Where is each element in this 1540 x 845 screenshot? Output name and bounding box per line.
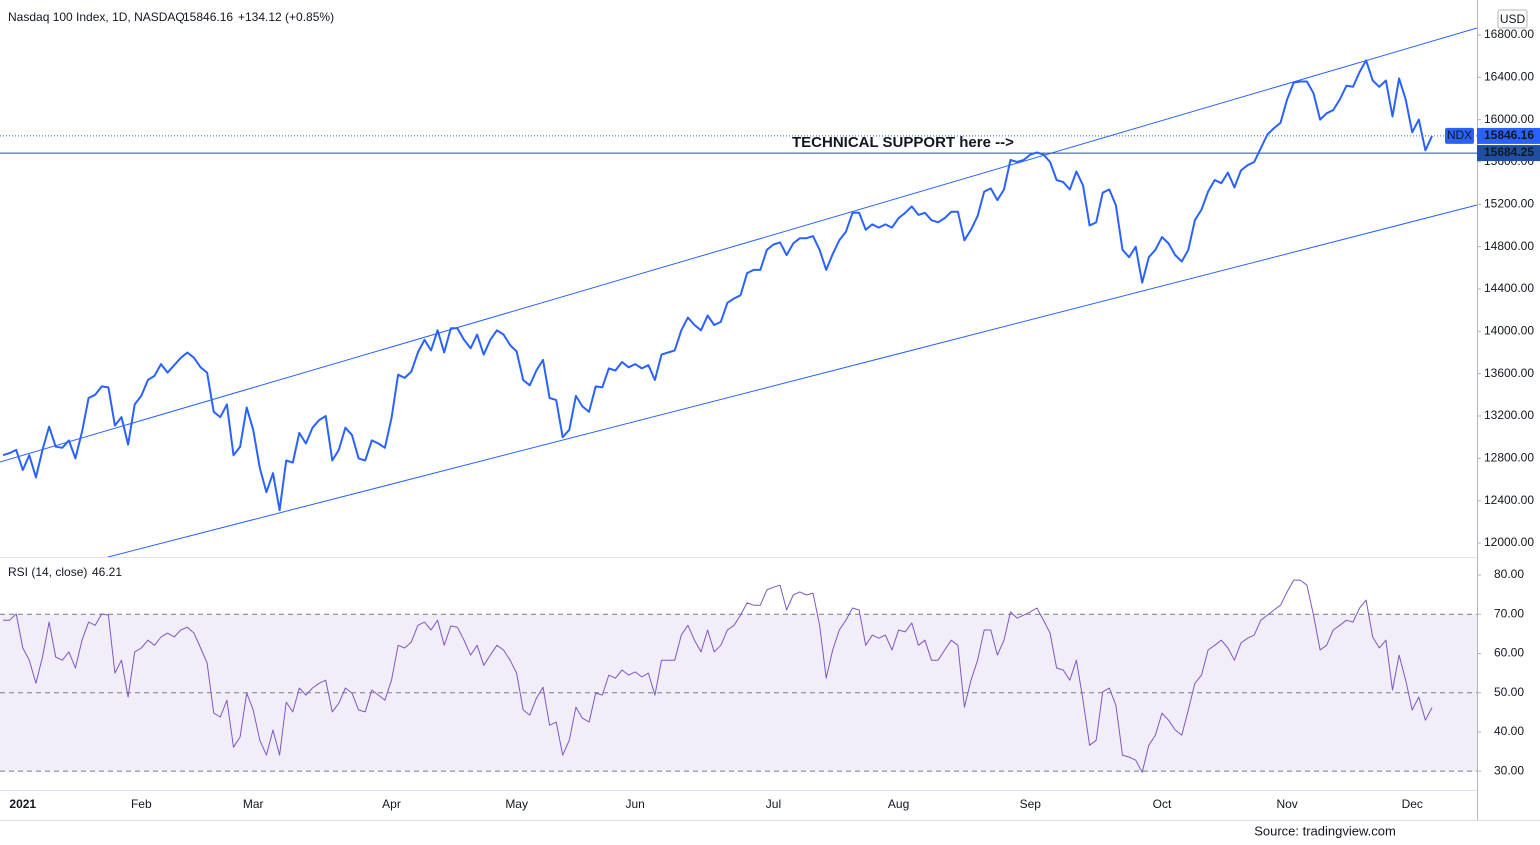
series-title: Nasdaq 100 Index, 1D, NASDAQ	[8, 10, 185, 24]
x-tick-label: Aug	[888, 797, 909, 811]
x-tick-label: 2021	[9, 797, 36, 811]
y-tick-label: 14000.00	[1484, 324, 1534, 338]
last-price-tag: 15846.16	[1484, 128, 1534, 142]
y2-tick-label: 60.00	[1494, 646, 1524, 660]
y2-tick-label: 50.00	[1494, 685, 1524, 699]
y-tick-label: 12000.00	[1484, 535, 1534, 549]
rsi-title: RSI (14, close)	[8, 565, 87, 579]
x-tick-label: Sep	[1020, 797, 1042, 811]
rsi-line	[3, 579, 1433, 773]
header-change: +134.12 (+0.85%)	[238, 10, 334, 24]
symbol-tag: NDX	[1447, 128, 1472, 142]
y2-tick-label: 30.00	[1494, 763, 1524, 777]
y-tick-label: 16400.00	[1484, 69, 1534, 83]
currency: USD	[1500, 12, 1526, 26]
y-tick-label: 13600.00	[1484, 366, 1534, 380]
upper-channel-line	[0, 27, 1478, 463]
support-tag-bg	[1477, 145, 1540, 162]
rsi-value: 46.21	[92, 565, 122, 579]
x-tick-label: Nov	[1276, 797, 1297, 811]
symbol-tag-bg	[1445, 127, 1474, 144]
x-tick-label: Oct	[1153, 797, 1172, 811]
currency-box	[1497, 9, 1528, 29]
y2-tick-label: 70.00	[1494, 606, 1524, 620]
x-tick-label: Jul	[766, 797, 781, 811]
y-tick-label: 14400.00	[1484, 281, 1534, 295]
header-price: 15846.16	[183, 10, 233, 24]
price-line	[2, 59, 1433, 512]
x-tick-label: Dec	[1402, 797, 1423, 811]
lower-channel-line	[107, 204, 1478, 558]
y2-tick-label: 80.00	[1494, 567, 1524, 581]
x-tick-label: Mar	[243, 797, 264, 811]
last-price-tag-bg	[1477, 127, 1540, 144]
support-tag: 15684.25	[1484, 145, 1534, 159]
y-tick-label: 16800.00	[1484, 27, 1534, 41]
y-tick-label: 14800.00	[1484, 239, 1534, 253]
y-tick-label: 12800.00	[1484, 451, 1534, 465]
x-tick-label: Feb	[131, 797, 152, 811]
y-tick-label: 12400.00	[1484, 493, 1534, 507]
y-tick-label: 13200.00	[1484, 408, 1534, 422]
x-tick-label: Jun	[626, 797, 645, 811]
x-tick-label: May	[505, 797, 528, 811]
annotation: TECHNICAL SUPPORT here -->	[792, 134, 1014, 151]
x-tick-label: Apr	[382, 797, 401, 811]
y-tick-label: 15200.00	[1484, 196, 1534, 210]
source: Source: tradingview.com	[1254, 823, 1396, 838]
back-layer	[0, 613, 1477, 772]
y-tick-label: 16000.00	[1484, 112, 1534, 126]
y2-tick-label: 40.00	[1494, 724, 1524, 738]
